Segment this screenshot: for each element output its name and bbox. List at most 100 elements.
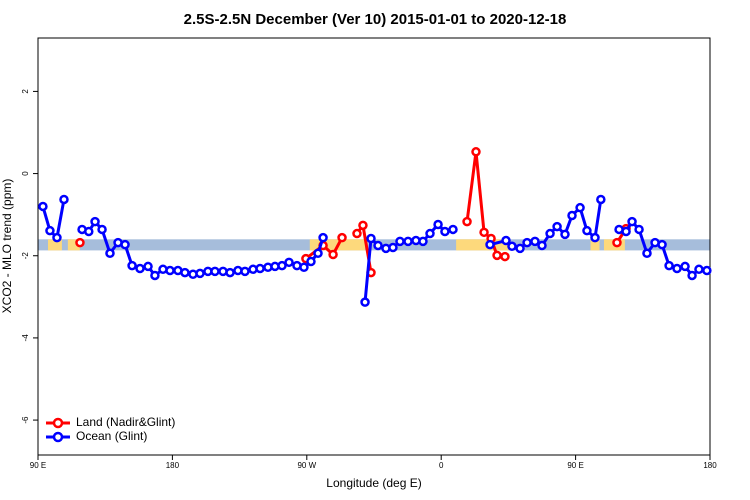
data-point <box>120 239 130 250</box>
data-point <box>492 250 502 261</box>
x-tick-label: 180 <box>166 461 180 470</box>
x-tick-label: 180 <box>703 461 717 470</box>
data-point <box>45 225 55 236</box>
data-point <box>165 265 175 276</box>
data-point <box>657 239 667 250</box>
data-point <box>299 262 309 272</box>
series-line <box>304 150 628 273</box>
y-tick-label: 0 <box>21 171 30 176</box>
data-point <box>627 216 637 227</box>
data-point <box>515 243 525 254</box>
data-point <box>75 237 85 248</box>
data-point <box>672 263 682 274</box>
data-point <box>277 260 287 271</box>
data-point <box>328 249 338 260</box>
data-point <box>403 236 413 247</box>
data-point <box>306 256 316 267</box>
data-point <box>180 267 190 278</box>
data-point <box>240 266 250 277</box>
data-point <box>590 232 600 243</box>
x-tick-label: 0 <box>439 461 444 470</box>
legend-label: Land (Nadir&Glint) <box>76 415 175 429</box>
data-point <box>462 216 472 227</box>
data-point <box>210 266 220 277</box>
data-point <box>694 264 704 275</box>
land-band <box>590 239 600 251</box>
data-point <box>634 224 644 235</box>
y-tick-label: -6 <box>21 416 30 424</box>
data-point <box>479 227 489 238</box>
data-point <box>530 236 540 247</box>
data-point <box>582 225 592 236</box>
data-point <box>360 297 370 307</box>
data-point <box>501 235 511 246</box>
data-point <box>52 232 62 243</box>
legend-marker <box>52 431 64 443</box>
data-point <box>575 202 585 213</box>
data-point <box>545 228 555 239</box>
land-band <box>456 239 510 251</box>
data-point <box>596 194 606 205</box>
data-point <box>567 210 577 221</box>
data-point <box>522 237 532 248</box>
data-point <box>90 216 100 227</box>
data-point <box>225 267 235 278</box>
data-point <box>127 260 137 271</box>
data-point <box>448 224 458 235</box>
data-point <box>537 240 547 251</box>
data-point <box>440 226 450 237</box>
data-point <box>352 228 362 239</box>
data-point <box>664 260 674 271</box>
legend-marker <box>52 417 64 429</box>
data-point <box>680 261 690 272</box>
data-point <box>313 248 323 259</box>
chart-title: 2.5S-2.5N December (Ver 10) 2015-01-01 t… <box>184 11 567 28</box>
data-point <box>388 242 398 253</box>
plot-frame <box>37 37 711 456</box>
data-point <box>702 265 712 276</box>
data-point <box>471 147 481 157</box>
data-point <box>105 248 115 259</box>
data-point <box>284 257 294 268</box>
data-point <box>150 270 160 281</box>
y-tick-label: -2 <box>21 252 30 260</box>
data-point <box>687 270 697 281</box>
x-tick-label: 90 E <box>567 461 583 470</box>
data-point <box>433 219 443 230</box>
data-point <box>642 248 652 259</box>
x-tick-label: 90 W <box>297 461 316 470</box>
x-tick-label: 90 E <box>30 461 46 470</box>
data-point <box>366 233 376 244</box>
data-point <box>507 241 517 252</box>
series-line <box>41 199 708 303</box>
data-point <box>59 194 69 205</box>
data-point <box>143 261 153 272</box>
data-point <box>418 236 428 247</box>
data-point <box>621 226 631 237</box>
data-point <box>337 232 347 243</box>
data-point <box>318 232 328 243</box>
data-point <box>38 201 48 212</box>
data-point <box>84 226 94 237</box>
land-band <box>48 239 62 251</box>
y-tick-label: -4 <box>21 334 30 342</box>
data-point <box>255 263 265 274</box>
data-point <box>612 237 622 248</box>
data-point <box>373 240 383 251</box>
legend-label: Ocean (Glint) <box>76 429 147 443</box>
data-point <box>500 251 510 262</box>
data-point <box>358 220 368 231</box>
x-axis-label: Longitude (deg E) <box>326 476 421 490</box>
data-point <box>425 228 435 239</box>
data-point <box>395 236 405 247</box>
y-axis-label: XCO2 - MLO trend (ppm) <box>0 179 14 314</box>
data-point <box>552 221 562 232</box>
land-band <box>67 239 80 251</box>
data-point <box>195 268 205 279</box>
data-point <box>560 229 570 240</box>
data-point <box>97 224 107 235</box>
data-point <box>135 263 145 274</box>
y-tick-label: 2 <box>21 89 30 94</box>
data-point <box>485 239 495 250</box>
